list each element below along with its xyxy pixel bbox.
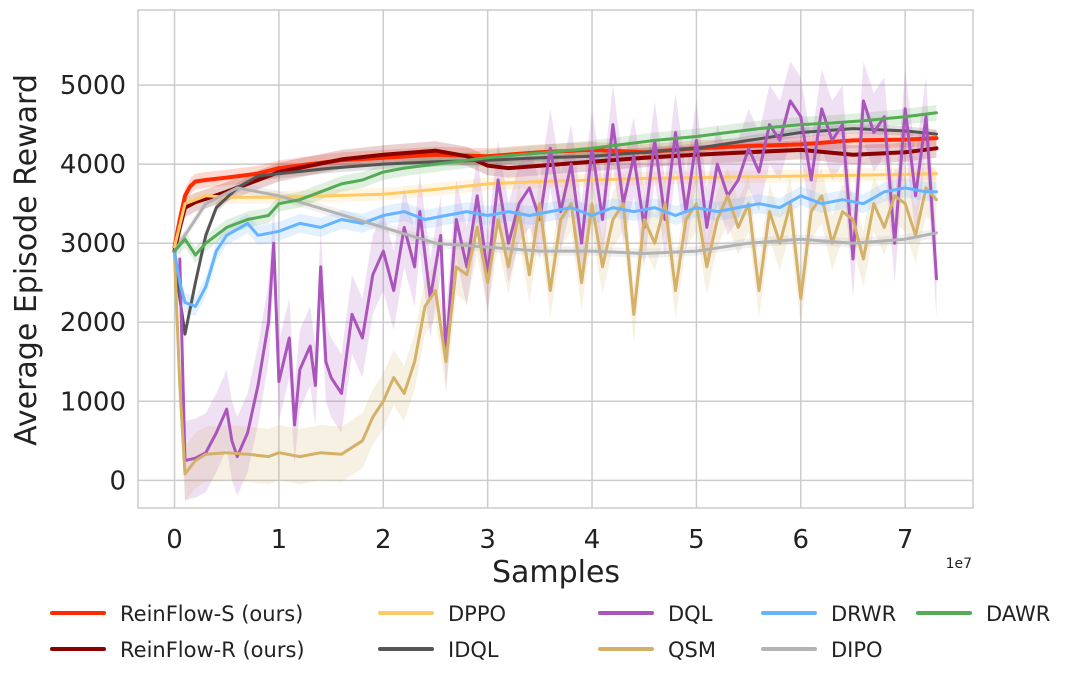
- x-tick-label: 3: [479, 525, 496, 555]
- legend-label: QSM: [668, 638, 716, 662]
- grid: [138, 10, 973, 508]
- band-qsm: [174, 160, 937, 502]
- x-tick-label: 6: [793, 525, 810, 555]
- x-tick-label: 4: [584, 525, 601, 555]
- y-tick-label: 0: [109, 466, 126, 496]
- legend-label: DQL: [668, 602, 713, 626]
- y-axis-label: Average Episode Reward: [9, 74, 44, 446]
- tick-labels: 0 1 2 3 4 5 6 7 0 1000 2000 3000 4000 5000: [60, 71, 914, 555]
- series-line-dipo: [173, 186, 938, 255]
- x-multiplier-label: 1e7: [946, 556, 972, 572]
- x-tick-label: 7: [897, 525, 914, 555]
- y-tick-label: 2000: [60, 308, 126, 338]
- x-tick-label: 1: [271, 525, 288, 555]
- legend-label: ReinFlow-S (ours): [120, 602, 303, 626]
- band-dipo: [174, 183, 937, 259]
- legend-label: DAWR: [986, 602, 1050, 626]
- y-tick-label: 5000: [60, 71, 126, 101]
- band-dppo: [174, 167, 937, 254]
- series-line-dql: [178, 99, 938, 463]
- x-tick-label: 2: [375, 525, 392, 555]
- y-tick-label: 3000: [60, 229, 126, 259]
- band-reinflow-s-ours: [174, 130, 937, 255]
- x-tick-label: 5: [688, 525, 705, 555]
- legend-label: DPPO: [448, 602, 506, 626]
- legend-label: DRWR: [831, 602, 896, 626]
- series-line-dawr: [173, 111, 938, 257]
- series-line-qsm: [173, 186, 938, 476]
- series-lines: [172, 99, 939, 476]
- x-tick-label: 0: [166, 525, 183, 555]
- y-tick-label: 1000: [60, 387, 126, 417]
- series-line-reinflow-r-ours: [172, 146, 939, 254]
- y-tick-label: 4000: [60, 150, 126, 180]
- series-line-drwr: [173, 186, 938, 308]
- legend-label: ReinFlow-R (ours): [120, 638, 305, 662]
- plot-frame: [137, 9, 974, 509]
- band-dql: [179, 61, 937, 501]
- x-axis-label: Samples: [492, 555, 620, 590]
- legend-label: DIPO: [831, 638, 883, 662]
- legend-label: IDQL: [448, 638, 499, 662]
- legend: ReinFlow-S (ours) ReinFlow-R (ours) DPPO ID…: [50, 602, 1050, 662]
- series-line-idql: [173, 127, 938, 336]
